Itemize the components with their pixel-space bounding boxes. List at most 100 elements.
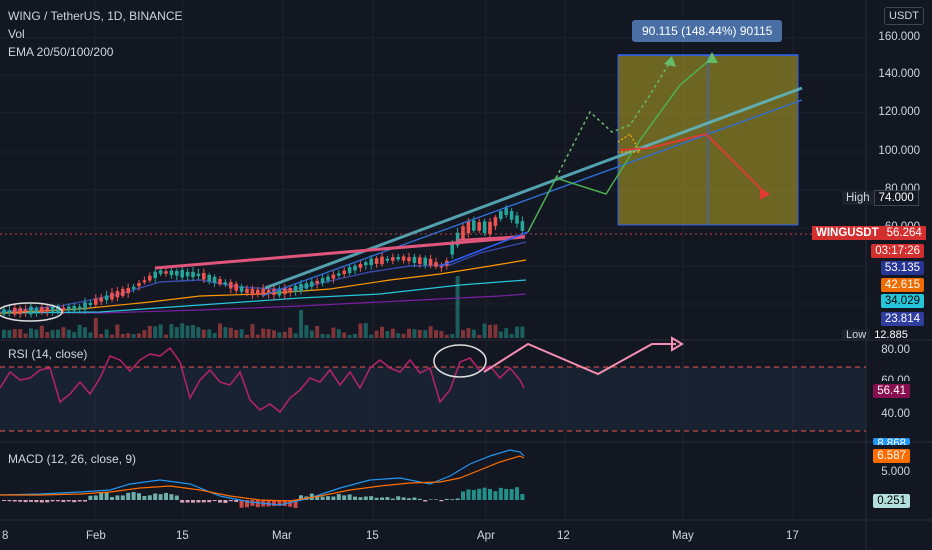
macd-hist-bar bbox=[228, 500, 233, 502]
volume-legend[interactable]: Vol bbox=[8, 27, 25, 41]
candle-body bbox=[56, 306, 60, 313]
macd-hist-bar bbox=[369, 496, 374, 500]
macd-hist-bar bbox=[390, 498, 395, 500]
volume-bar bbox=[245, 334, 249, 338]
macd-hist-bar bbox=[493, 491, 498, 500]
volume-bar bbox=[380, 326, 384, 338]
macd-hist-bar bbox=[83, 500, 87, 502]
volume-bar bbox=[66, 329, 71, 338]
macd-hist-bar bbox=[93, 495, 98, 500]
volume-bar bbox=[56, 329, 60, 338]
rsi-projection-line bbox=[483, 342, 676, 376]
candle-body bbox=[169, 270, 174, 276]
volume-bar bbox=[196, 327, 201, 338]
ema-legend[interactable]: EMA 20/50/100/200 bbox=[8, 45, 114, 59]
arrow-head-dotted bbox=[664, 56, 676, 67]
candle-body bbox=[358, 263, 363, 268]
macd-hist-bar bbox=[498, 487, 503, 500]
volume-bar bbox=[396, 333, 401, 338]
candle-body bbox=[110, 292, 114, 300]
macd-tick: 5.000 bbox=[881, 466, 910, 478]
ema200-tag: 23.814 bbox=[880, 312, 924, 326]
candle-body bbox=[40, 307, 44, 313]
macd-hist-bar bbox=[439, 500, 444, 502]
volume-bar bbox=[331, 327, 336, 338]
macd-hist-bar bbox=[120, 495, 125, 500]
symbol-title[interactable]: WING / TetherUS, 1D, BINANCE bbox=[8, 9, 183, 23]
macd-hist-bar bbox=[185, 500, 190, 503]
candle-body bbox=[175, 270, 179, 276]
macd-hist-bar bbox=[153, 493, 158, 500]
candle-body bbox=[256, 289, 260, 295]
time-tick: Apr bbox=[477, 530, 495, 542]
candle-body bbox=[509, 210, 514, 220]
candle-body bbox=[23, 309, 28, 312]
candle-body bbox=[326, 276, 330, 281]
macd-hist-bar bbox=[207, 500, 212, 503]
high-tag: High 74.000 bbox=[842, 190, 919, 206]
macd-hist-bar bbox=[380, 497, 384, 500]
resistance-pink-line[interactable] bbox=[154, 235, 526, 270]
low-value: 12.885 bbox=[874, 329, 908, 339]
candle-body bbox=[245, 288, 249, 294]
macd-hist-bar bbox=[407, 498, 411, 500]
macd-hist-bar bbox=[477, 488, 482, 500]
macd-hist-bar bbox=[212, 500, 217, 502]
candle-body bbox=[164, 271, 168, 274]
upper-trendline[interactable] bbox=[264, 86, 803, 290]
candle-body bbox=[277, 288, 282, 296]
volume-bar bbox=[347, 334, 352, 338]
candle-body bbox=[67, 306, 71, 311]
macd-hist-bar bbox=[288, 500, 293, 507]
candle-body bbox=[304, 283, 309, 289]
support-trendline[interactable] bbox=[261, 99, 803, 297]
volume-bar bbox=[434, 330, 438, 338]
macd-hist-bar bbox=[131, 492, 136, 500]
price-tick: 100.000 bbox=[878, 145, 920, 157]
volume-bar bbox=[444, 334, 449, 338]
macd-hist-bar bbox=[428, 499, 433, 500]
macd-hist-bar bbox=[299, 495, 303, 500]
candle-body bbox=[337, 273, 341, 276]
volume-bar bbox=[326, 334, 330, 338]
macd-hist-bar bbox=[434, 499, 438, 500]
macd-legend[interactable]: MACD (12, 26, close, 9) bbox=[8, 452, 137, 466]
macd-hist-bar bbox=[401, 497, 406, 500]
ema50-tag: 42.615 bbox=[880, 278, 924, 292]
macd-hist-bar bbox=[396, 496, 401, 500]
time-tick: Feb bbox=[86, 530, 106, 542]
hist-value-tag: 0.251 bbox=[873, 494, 910, 508]
candle-body bbox=[418, 257, 422, 264]
macd-hist-bar bbox=[50, 500, 55, 502]
macd-hist-bar bbox=[23, 500, 28, 503]
macd-hist-bar bbox=[488, 488, 492, 500]
candle-body bbox=[391, 257, 395, 261]
macd-hist-bar bbox=[293, 500, 298, 508]
candle-body bbox=[2, 309, 6, 315]
time-tick: May bbox=[672, 530, 694, 542]
candle-body bbox=[239, 286, 244, 292]
candle-body bbox=[218, 279, 222, 285]
volume-bar bbox=[358, 323, 363, 338]
candle-body bbox=[185, 271, 190, 277]
candle-body bbox=[158, 270, 163, 274]
volume-bar bbox=[228, 327, 233, 338]
rsi-legend[interactable]: RSI (14, close) bbox=[8, 347, 88, 361]
high-label: High bbox=[842, 191, 874, 205]
macd-hist-bar bbox=[39, 500, 44, 503]
currency-label[interactable]: USDT bbox=[884, 7, 924, 25]
candle-body bbox=[401, 256, 406, 261]
macd-hist-bar bbox=[239, 500, 244, 508]
candle-body bbox=[299, 283, 303, 292]
candle-body bbox=[293, 285, 298, 293]
volume-bar bbox=[293, 333, 298, 338]
candle-body bbox=[29, 306, 33, 315]
volume-bar bbox=[201, 329, 206, 338]
volume-bar bbox=[342, 332, 347, 338]
volume-bar bbox=[180, 323, 185, 338]
candle-body bbox=[196, 273, 201, 277]
macd-hist-bar bbox=[412, 497, 417, 500]
volume-bar bbox=[520, 326, 525, 338]
candle-body bbox=[482, 221, 487, 234]
